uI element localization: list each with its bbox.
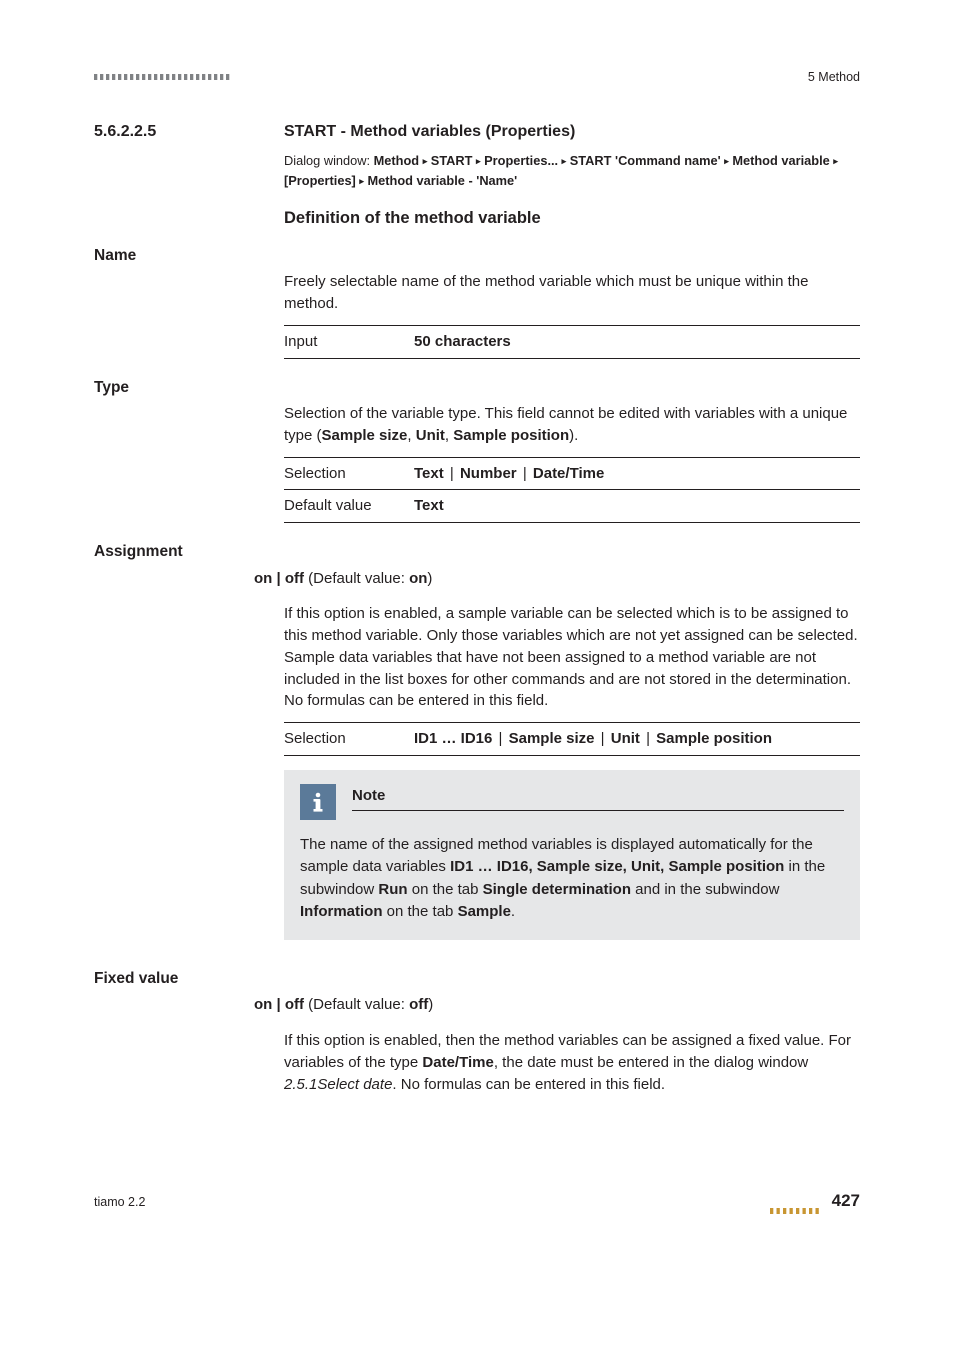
param-assignment-toggle: on | off (Default value: on) — [254, 568, 860, 590]
param-type-label: Type — [94, 379, 129, 396]
section-title: START - Method variables (Properties) — [284, 123, 575, 140]
dialog-path: Dialog window: Method ▸ START ▸ Properti… — [284, 151, 860, 191]
page-header: 5 Method — [94, 68, 860, 86]
param-name-table: Input 50 characters — [284, 325, 860, 359]
note-body: The name of the assigned method variable… — [300, 834, 844, 924]
dialog-path-row: Dialog window: Method ▸ START ▸ Properti… — [94, 147, 860, 241]
param-fixed-label: Fixed value — [94, 970, 178, 987]
section-number: 5.6.2.2.5 — [94, 123, 156, 140]
param-assignment-desc: If this option is enabled, a sample vari… — [284, 603, 860, 712]
page-number: 427 — [832, 1189, 860, 1214]
param-type-row: Type — [94, 377, 860, 399]
param-assignment-label: Assignment — [94, 543, 183, 560]
note-box: Note The name of the assigned method var… — [284, 770, 860, 940]
chapter-label: 5 Method — [808, 68, 860, 86]
triangle-icon: ▸ — [359, 176, 364, 186]
param-assignment-row: Assignment — [94, 541, 860, 563]
table-row: Selection Text | Number | Date/Time — [284, 457, 860, 490]
triangle-icon: ▸ — [423, 156, 428, 166]
param-name-desc: Freely selectable name of the method var… — [284, 271, 860, 315]
info-icon — [300, 784, 336, 820]
param-type-table: Selection Text | Number | Date/Time Defa… — [284, 457, 860, 524]
param-type-desc: Selection of the variable type. This fie… — [284, 403, 860, 447]
table-row: Input 50 characters — [284, 325, 860, 359]
triangle-icon: ▸ — [562, 156, 567, 166]
param-name-row: Name — [94, 245, 860, 267]
param-assignment-table: Selection ID1 … ID16 | Sample size | Uni… — [284, 722, 860, 756]
triangle-icon: ▸ — [833, 156, 838, 166]
param-fixed-toggle: on | off (Default value: off) — [254, 994, 860, 1016]
section-heading-row: 5.6.2.2.5 START - Method variables (Prop… — [94, 120, 860, 143]
param-fixed-row: Fixed value — [94, 968, 860, 990]
product-name: tiamo 2.2 — [94, 1193, 145, 1211]
note-title: Note — [352, 785, 844, 807]
subheading: Definition of the method variable — [284, 207, 860, 231]
table-row: Selection ID1 … ID16 | Sample size | Uni… — [284, 722, 860, 756]
footer-ornament — [770, 1199, 826, 1205]
triangle-icon: ▸ — [724, 156, 729, 166]
table-row: Default value Text — [284, 489, 860, 523]
param-fixed-desc: If this option is enabled, then the meth… — [284, 1030, 860, 1095]
param-name-label: Name — [94, 247, 136, 264]
page-footer: tiamo 2.2 427 — [94, 1189, 860, 1214]
triangle-icon: ▸ — [476, 156, 481, 166]
header-ornament — [94, 74, 234, 80]
